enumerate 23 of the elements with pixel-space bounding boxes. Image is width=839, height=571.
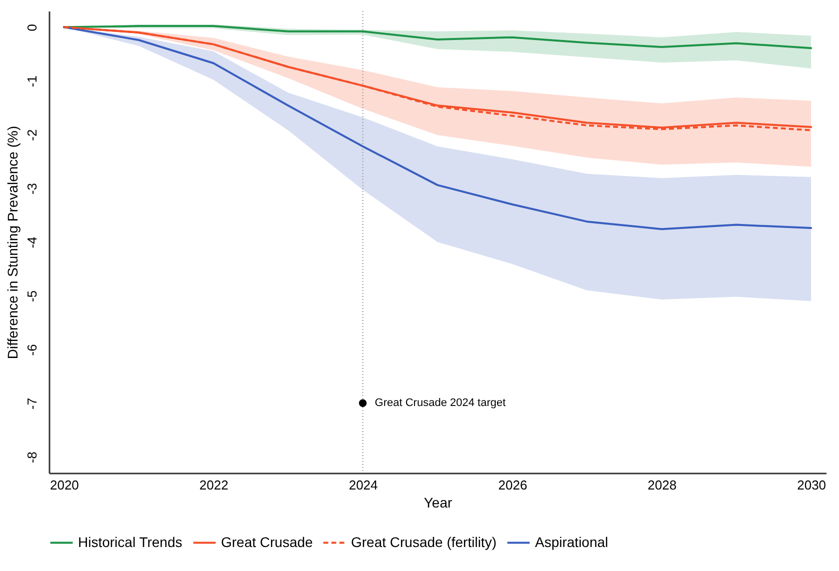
y-tick-label: -8 <box>24 452 40 464</box>
y-axis-title: Difference in Stunting Prevalence (%) <box>4 126 20 360</box>
y-tick-label: -4 <box>24 236 40 248</box>
y-tick-label: -2 <box>24 129 40 141</box>
x-tick-label: 2028 <box>648 478 677 492</box>
x-tick-label: 2022 <box>199 478 228 492</box>
y-tick-label: 0 <box>24 24 40 32</box>
y-tick-label: -6 <box>24 344 40 356</box>
y-tick-label: -1 <box>24 76 40 88</box>
y-tick-label: -5 <box>24 290 40 302</box>
x-axis-title: Year <box>424 494 452 510</box>
x-tick-label: 2026 <box>498 478 528 492</box>
y-tick-label: -3 <box>24 183 40 195</box>
line-series <box>62 26 812 230</box>
x-tick-label: 2024 <box>348 478 378 492</box>
x-tick-label: 2020 <box>50 478 79 492</box>
legend-label: Great Crusade <box>221 534 314 550</box>
legend-label: Great Crusade (fertility) <box>351 534 496 550</box>
y-tick-label: -7 <box>24 398 40 410</box>
legend-label: Historical Trends <box>78 534 182 550</box>
x-tick-label: 2030 <box>797 478 826 492</box>
annotation: Great Crusade 2024 target <box>374 397 506 410</box>
legend-label: Aspirational <box>535 534 608 550</box>
